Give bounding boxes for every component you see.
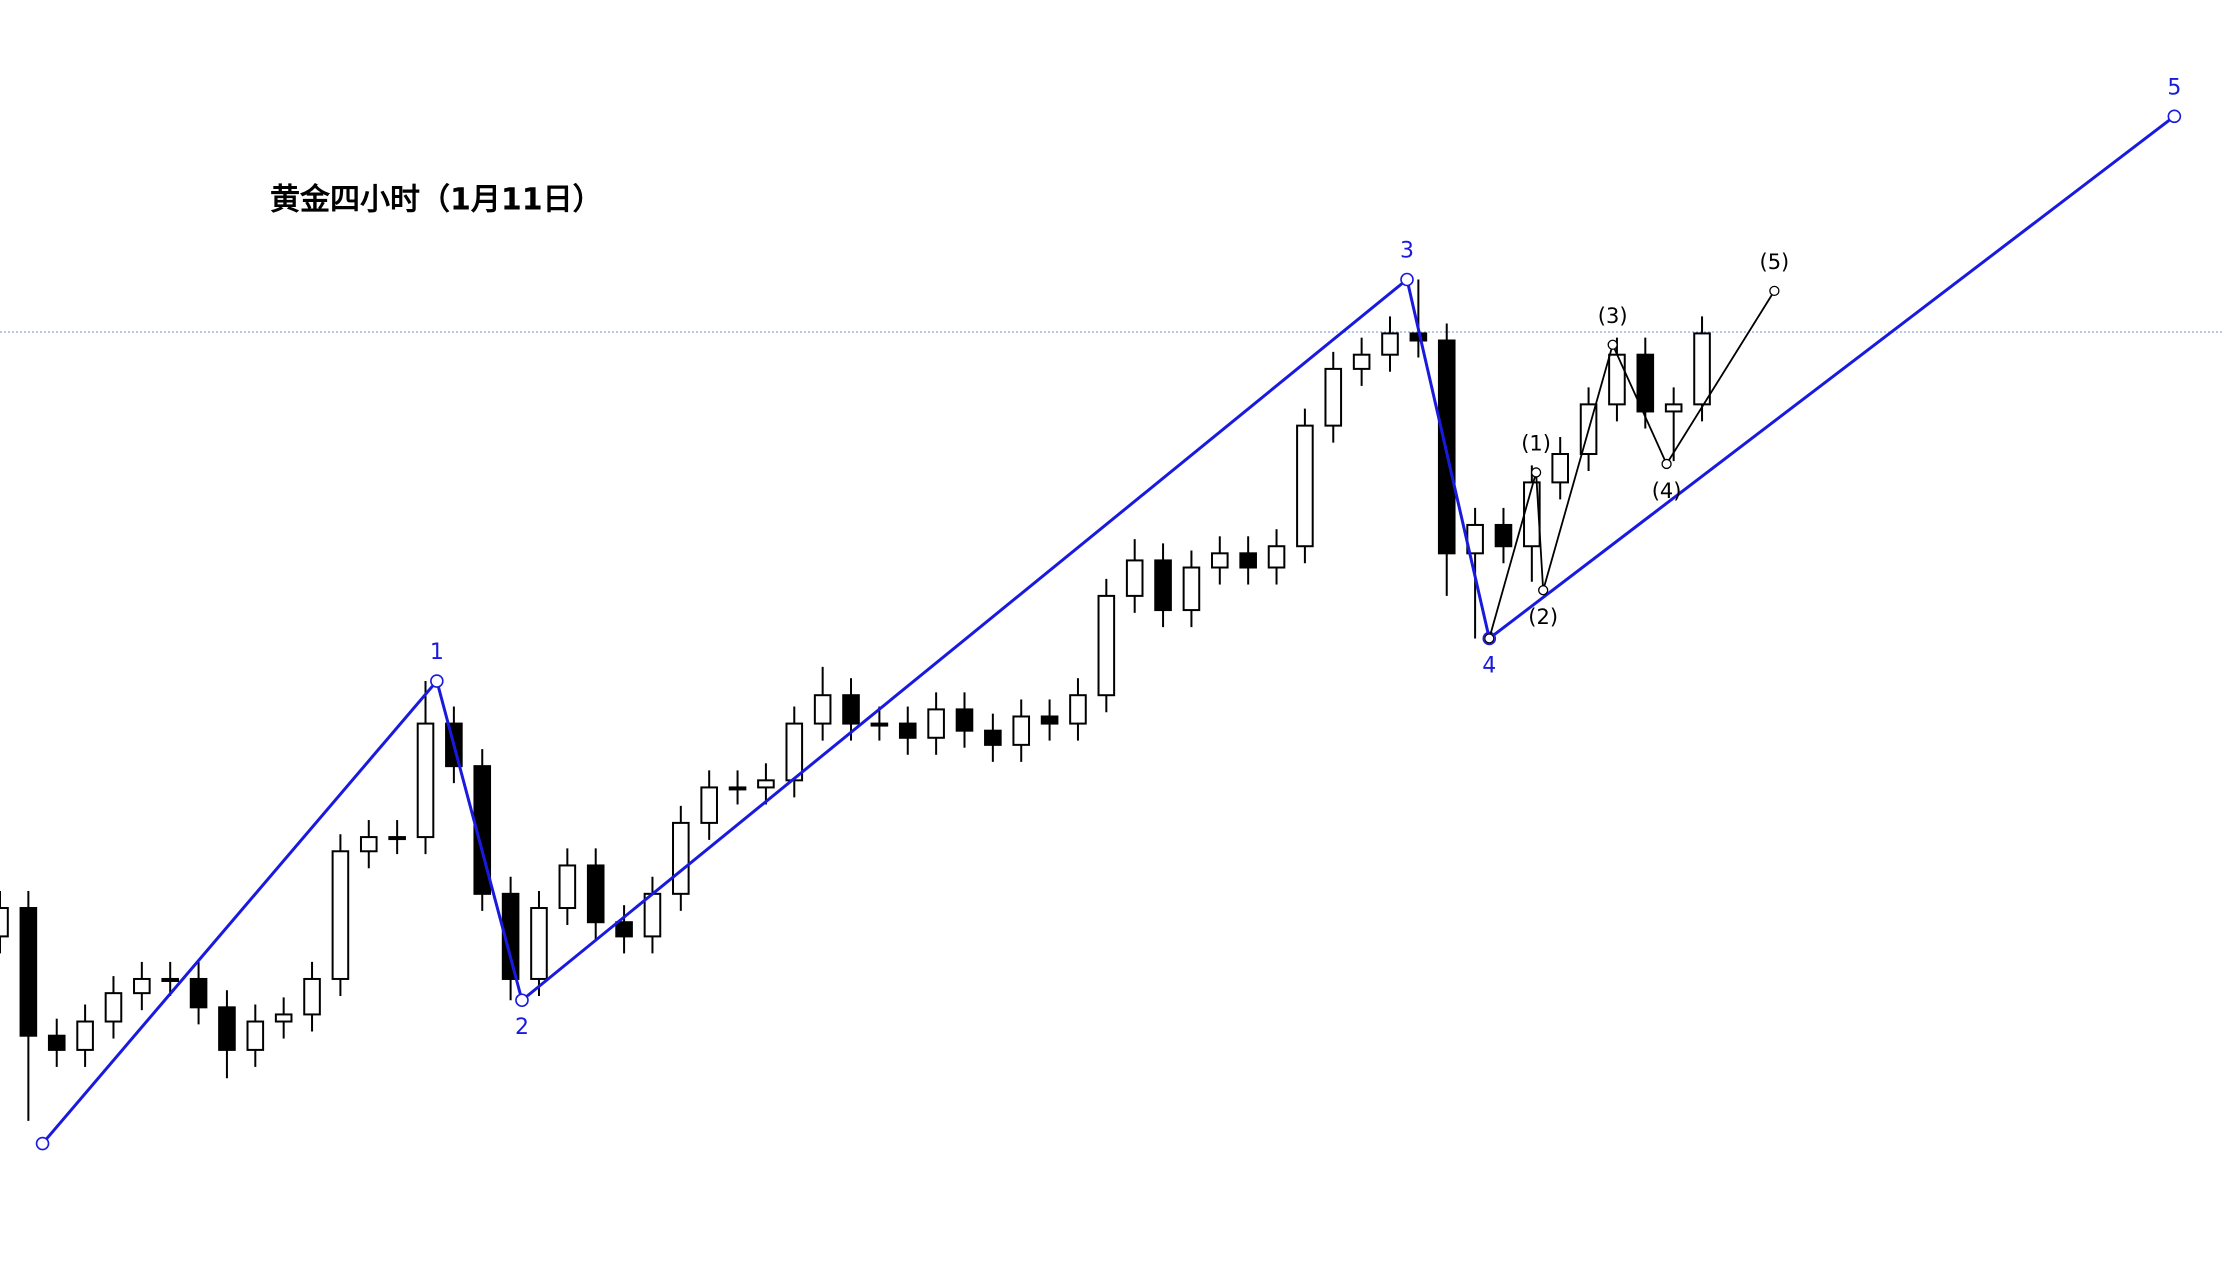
candle-body xyxy=(416,722,435,839)
candle-body xyxy=(218,1006,236,1051)
wave-label: (2) xyxy=(1528,605,1558,629)
candle-body xyxy=(927,708,945,739)
candle-body xyxy=(246,1020,265,1051)
wave-label: (1) xyxy=(1521,431,1551,455)
candle-body xyxy=(303,977,321,1016)
candle-body xyxy=(133,977,151,995)
candle-body xyxy=(1636,353,1655,413)
wave-point xyxy=(1607,339,1618,350)
candle-body xyxy=(813,694,832,725)
wave-label: (4) xyxy=(1652,479,1682,503)
candle-body xyxy=(586,864,605,924)
candle-body xyxy=(0,907,9,938)
candle-body xyxy=(1012,715,1031,746)
wave-label: 1 xyxy=(430,640,444,665)
candle-body xyxy=(1239,552,1257,569)
candle-body xyxy=(1154,559,1172,612)
candle-body xyxy=(1125,559,1144,597)
wave-point xyxy=(1484,633,1495,644)
candle-body xyxy=(1210,552,1229,569)
candle-body xyxy=(757,779,775,789)
wave-point xyxy=(1661,458,1672,470)
wave-point xyxy=(1538,585,1549,596)
candle-body xyxy=(388,836,406,841)
candle-body xyxy=(955,708,974,732)
candle-body xyxy=(359,836,378,853)
wave-point xyxy=(1530,467,1542,478)
candle-body xyxy=(558,864,577,910)
candle-body xyxy=(1040,715,1059,725)
wave-point xyxy=(1769,285,1780,297)
wave-label: (3) xyxy=(1598,304,1628,328)
candle-body xyxy=(1267,545,1286,569)
wave-point xyxy=(430,674,444,688)
candle-body xyxy=(104,992,123,1023)
wave-line xyxy=(1488,290,1776,639)
candle-body xyxy=(1608,353,1626,406)
candle-body xyxy=(1381,332,1399,356)
candle-body xyxy=(189,977,208,1009)
candle-body xyxy=(1693,332,1711,406)
wave-point xyxy=(515,993,529,1008)
candle-body xyxy=(870,722,889,727)
wave-line xyxy=(41,115,2176,1145)
candle-body xyxy=(842,694,860,725)
candle-body xyxy=(76,1020,94,1051)
candle-body xyxy=(700,786,718,824)
candle-body xyxy=(331,850,350,980)
wave-label: 5 xyxy=(2167,75,2181,100)
candle-body xyxy=(1182,566,1201,612)
candle-body xyxy=(1324,367,1343,427)
candle-body xyxy=(161,977,180,982)
candle-body xyxy=(274,1013,293,1023)
candle-body xyxy=(984,729,1002,746)
candle-body xyxy=(1097,594,1116,697)
candle-body xyxy=(19,907,38,1037)
candle-body xyxy=(47,1034,66,1051)
wave-point xyxy=(2167,109,2182,124)
wave-point xyxy=(1400,272,1414,287)
wave-label: 4 xyxy=(1482,653,1496,678)
candle-body xyxy=(672,821,690,895)
candle-body xyxy=(1664,403,1683,413)
wave-label: 2 xyxy=(515,1015,529,1040)
candle-body xyxy=(501,892,520,980)
candle-body xyxy=(728,786,747,791)
candle-body xyxy=(785,722,804,782)
wave-label: 3 xyxy=(1400,239,1414,264)
candle-body xyxy=(1551,453,1570,484)
candle-body xyxy=(898,722,917,739)
chart-title: 黄金四小时（1月11日） xyxy=(270,183,603,218)
wave-point xyxy=(35,1136,50,1151)
candle-body xyxy=(1352,353,1371,370)
candle-body xyxy=(1494,523,1513,548)
wave-label: (5) xyxy=(1760,250,1790,274)
candle-body xyxy=(1296,424,1314,548)
candle-body xyxy=(530,907,548,980)
candle-body xyxy=(1069,694,1087,725)
candle-body xyxy=(615,921,633,938)
